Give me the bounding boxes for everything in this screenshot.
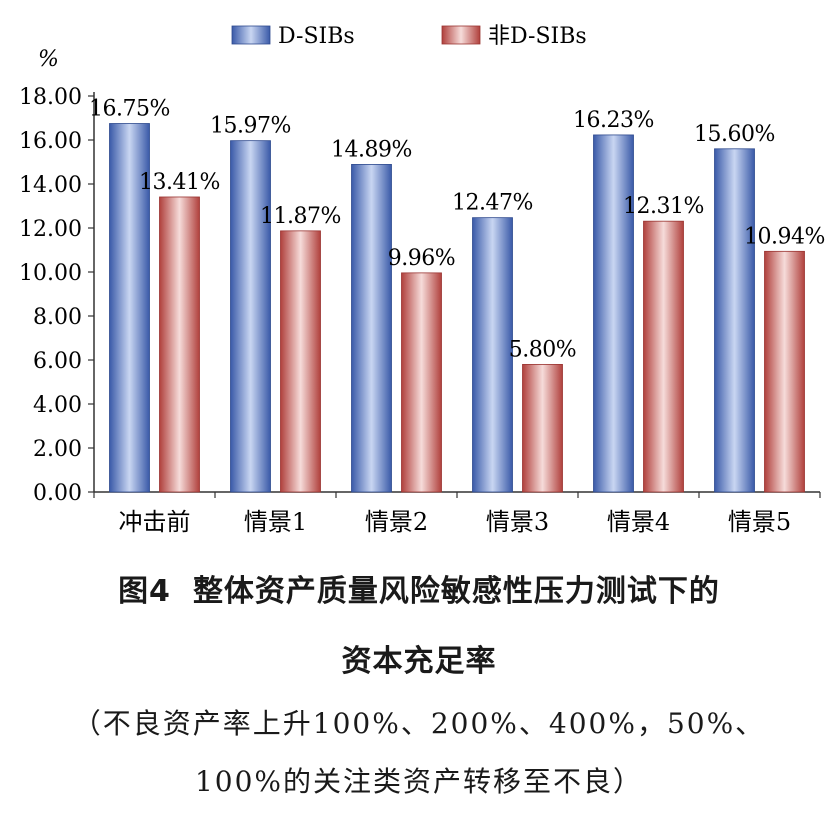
y-tick-label: 4.00: [33, 393, 82, 418]
data-label: 16.23%: [573, 108, 654, 133]
bar-dsibs: [714, 148, 755, 493]
bar-non-dsibs: [643, 220, 684, 493]
bar-non-dsibs: [280, 230, 321, 493]
bar-dsibs: [109, 123, 150, 493]
figure-caption-title: 图4 整体资产质量风险敏感性压力测试下的: [0, 566, 838, 610]
y-axis-unit: %: [38, 47, 59, 72]
bar-dsibs: [593, 134, 634, 493]
x-tick-label: 情景5: [728, 508, 791, 536]
bar-dsibs: [230, 140, 271, 493]
bar-non-dsibs: [522, 363, 563, 493]
data-label: 15.60%: [694, 122, 775, 147]
bar-chart: D-SIBs 非D-SIBs % 0.00 2.00 4.00 6.00 8.00 10.0…: [19, 24, 825, 536]
bar-non-dsibs: [401, 272, 442, 493]
legend-swatch: [441, 25, 481, 45]
bar-non-dsibs: [764, 250, 805, 493]
data-label: 12.47%: [452, 191, 533, 216]
data-label: 13.41%: [139, 170, 220, 195]
y-tick-label: 2.00: [33, 437, 82, 462]
y-tick-label: 0.00: [33, 481, 82, 506]
bars-group: [109, 123, 805, 493]
data-label: 12.31%: [623, 194, 704, 219]
bar-dsibs: [351, 164, 392, 493]
data-label: 15.97%: [210, 114, 291, 139]
legend-label: 非D-SIBs: [488, 24, 587, 49]
data-label: 9.96%: [388, 246, 455, 271]
legend-item-dsibs: D-SIBs: [231, 24, 355, 49]
y-tick-label: 10.00: [19, 261, 82, 286]
legend-label: D-SIBs: [278, 24, 355, 49]
figure-title-line1: 整体资产质量风险敏感性压力测试下的: [192, 574, 720, 609]
legend-item-non-dsibs: 非D-SIBs: [441, 24, 587, 49]
figure-note-line2: 100%的关注类资产转移至不良）: [194, 765, 644, 798]
x-tick-label: 情景2: [365, 508, 428, 536]
x-tick-label: 情景1: [244, 508, 307, 536]
y-tick-label: 18.00: [19, 85, 82, 110]
legend-swatch: [231, 25, 271, 45]
data-label: 5.80%: [509, 337, 576, 362]
figure-label: 图4: [118, 574, 171, 609]
data-label: 11.87%: [260, 204, 341, 229]
chart-legend: D-SIBs 非D-SIBs: [231, 24, 587, 49]
y-tick-label: 16.00: [19, 129, 82, 154]
chart-axes: 0.00 2.00 4.00 6.00 8.00 10.00 12.00 14.00 16.00…: [19, 85, 821, 536]
y-tick-label: 14.00: [19, 173, 82, 198]
y-tick-label: 6.00: [33, 349, 82, 374]
data-label: 14.89%: [331, 137, 412, 162]
x-tick-label: 冲击前: [119, 508, 191, 536]
data-label: 16.75%: [89, 97, 170, 122]
figure-note-line1: （不良资产率上升100%、200%、400%，50%、: [72, 707, 766, 740]
x-tick-label: 情景4: [607, 508, 670, 536]
bar-dsibs: [472, 217, 513, 493]
bar-non-dsibs: [159, 196, 200, 493]
figure-title-line2: 资本充足率: [341, 644, 497, 679]
data-labels-group: 16.75% 15.97% 14.89% 12.47% 16.23% 15.60% 13.4…: [89, 97, 825, 363]
y-tick-label: 12.00: [19, 217, 82, 242]
x-tick-label: 情景3: [486, 508, 549, 536]
y-tick-label: 8.00: [33, 305, 82, 330]
data-label: 10.94%: [744, 224, 825, 249]
